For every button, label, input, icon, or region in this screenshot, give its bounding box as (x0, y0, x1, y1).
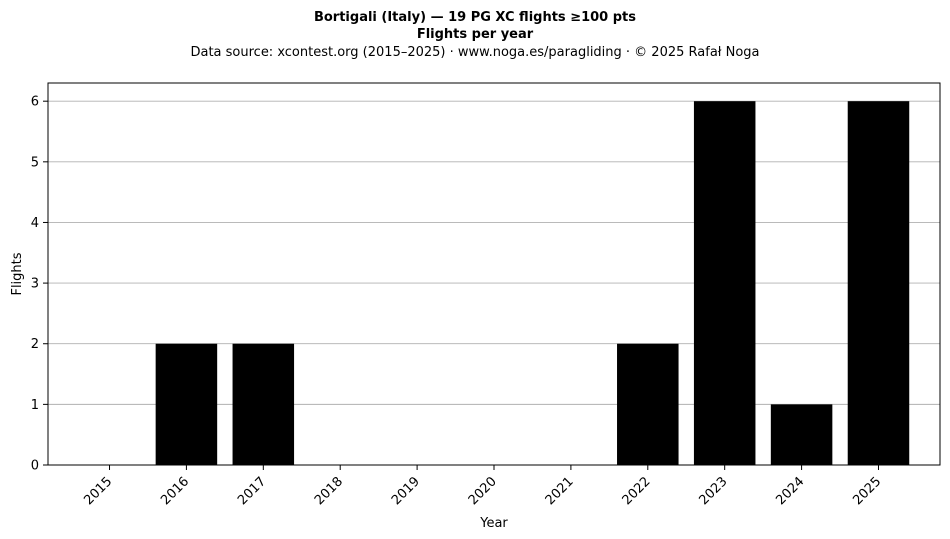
y-tick-label: 6 (31, 95, 39, 110)
x-tick-label: 2019 (389, 474, 423, 508)
bar-2023 (693, 101, 756, 465)
x-tick-label: 2021 (543, 474, 577, 508)
y-tick-label: 0 (31, 459, 39, 474)
bar-2016 (155, 343, 218, 465)
y-tick-label: 1 (31, 398, 39, 413)
bars (155, 101, 910, 465)
x-axis-ticks: 2015 2016 2017 2018 2019 2020 2021 2022 2023 2024… (81, 465, 884, 508)
x-tick-label: 2024 (773, 474, 807, 508)
y-axis-label: Flights (10, 252, 25, 295)
x-tick-label: 2023 (697, 474, 731, 508)
y-tick-label: 4 (31, 216, 39, 231)
x-tick-label: 2022 (620, 474, 654, 508)
x-axis-label: Year (479, 516, 508, 531)
bar-2025 (847, 101, 910, 465)
x-tick-label: 2016 (158, 474, 192, 508)
bar-2022 (617, 343, 679, 465)
x-tick-label: 2018 (312, 474, 346, 508)
x-tick-label: 2017 (235, 474, 269, 508)
y-tick-label: 2 (31, 337, 39, 352)
chart-title-line2: Flights per year (417, 27, 534, 42)
y-tick-label: 3 (31, 277, 39, 292)
x-tick-label: 2025 (850, 474, 884, 508)
y-tick-label: 5 (31, 155, 39, 170)
bar-2017 (232, 343, 295, 465)
x-tick-label: 2020 (466, 474, 500, 508)
bar-2024 (770, 404, 833, 465)
chart-subtitle: Data source: xcontest.org (2015–2025) · … (190, 45, 759, 60)
chart-title: Bortigali (Italy) — 19 PG XC flights ≥10… (314, 10, 636, 25)
x-tick-label: 2015 (81, 474, 115, 508)
y-axis-ticks: 0 1 2 3 4 5 6 (31, 95, 48, 474)
